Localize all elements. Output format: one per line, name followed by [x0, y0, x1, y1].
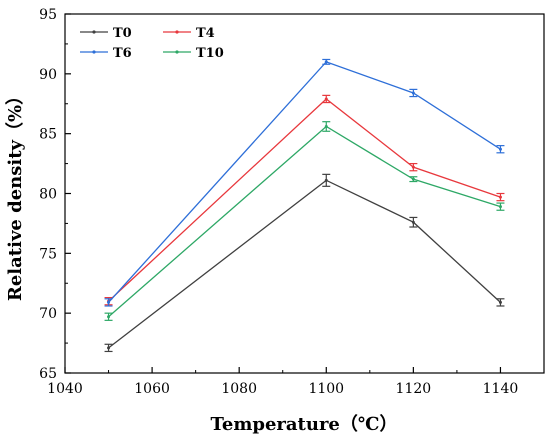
data-point: [324, 97, 328, 101]
y-tick-label: 75: [39, 246, 57, 262]
y-tick-label: 80: [39, 187, 57, 203]
y-tick-label: 95: [39, 7, 57, 23]
series-line: [108, 179, 501, 349]
data-point: [411, 165, 415, 169]
data-point: [498, 147, 502, 151]
data-point: [411, 91, 415, 95]
data-point: [411, 177, 415, 181]
legend-label: T10: [196, 46, 224, 61]
x-tick-label: 1080: [221, 381, 257, 397]
data-point: [324, 60, 328, 64]
legend-marker: [175, 50, 179, 54]
series-t0: [104, 173, 505, 353]
legend: T0 T4 T6 T10: [80, 26, 224, 61]
x-axis-ticks: 1040 1060 1080 1100 1120 1140: [47, 367, 518, 397]
y-axis-title: Relative density（%）: [5, 87, 26, 301]
series-layer: [104, 58, 505, 353]
data-point: [107, 346, 111, 350]
data-point: [411, 220, 415, 224]
legend-label: T6: [113, 46, 132, 61]
series-t10: [104, 121, 505, 321]
y-axis-ticks: 65 70 75 80 85 90 95: [39, 7, 71, 382]
legend-item-t6: T6: [80, 46, 132, 61]
x-axis-title: Temperature（℃）: [211, 414, 398, 435]
x-tick-label: 1060: [134, 381, 170, 397]
x-tick-label: 1140: [483, 381, 519, 397]
legend-label: T0: [113, 26, 132, 41]
series-line: [108, 125, 501, 318]
x-tick-label: 1040: [47, 381, 83, 397]
y-tick-label: 65: [39, 366, 57, 382]
plot-frame: [64, 13, 545, 374]
y-tick-label: 85: [39, 127, 57, 143]
legend-marker: [175, 30, 179, 34]
series-t6: [104, 58, 505, 307]
data-point: [107, 300, 111, 304]
y-tick-label: 90: [39, 67, 57, 83]
y-tick-label: 70: [39, 306, 57, 322]
data-point: [107, 315, 111, 319]
legend-marker: [92, 50, 96, 54]
data-point: [498, 300, 502, 304]
legend-item-t4: T4: [163, 26, 215, 41]
data-point: [324, 124, 328, 128]
legend-item-t0: T0: [80, 26, 132, 41]
legend-label: T4: [196, 26, 215, 41]
data-point: [498, 195, 502, 199]
data-point: [498, 205, 502, 209]
series-line: [108, 98, 501, 302]
series-line: [108, 61, 501, 303]
legend-marker: [92, 30, 96, 34]
legend-item-t10: T10: [163, 46, 224, 61]
data-point: [324, 178, 328, 182]
series-t4: [104, 94, 505, 306]
x-tick-label: 1120: [396, 381, 432, 397]
x-tick-label: 1100: [308, 381, 344, 397]
